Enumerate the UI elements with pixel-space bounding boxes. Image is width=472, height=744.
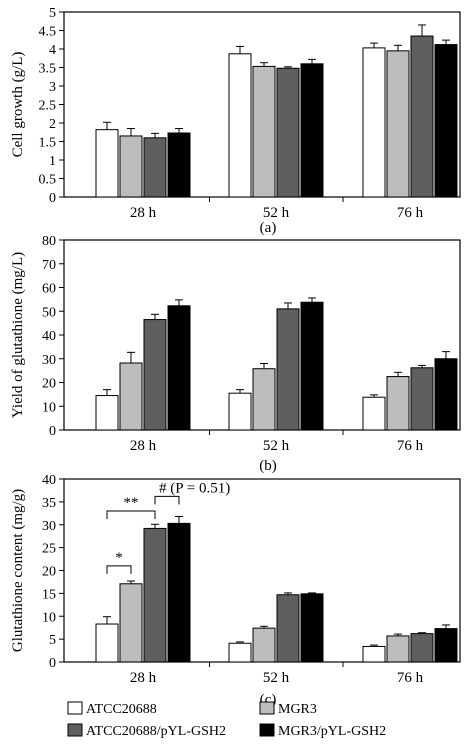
legend-swatch: [67, 723, 83, 737]
y-tick-label: 0: [49, 656, 56, 671]
legend-label: MGR3/pYL-GSH2: [278, 724, 386, 739]
y-tick-label: 5: [49, 633, 56, 648]
y-tick-label: 0.5: [39, 173, 57, 188]
bar: [362, 396, 386, 431]
significance-label: *: [115, 550, 123, 566]
bar: [95, 395, 119, 431]
bar: [167, 132, 191, 198]
y-tick-label: 30: [42, 353, 56, 368]
bar: [386, 635, 410, 663]
legend-swatch: [259, 723, 275, 737]
significance-bracket: [106, 510, 156, 520]
x-category-label: 76 h: [397, 205, 424, 221]
y-tick-label: 20: [42, 565, 56, 580]
y-tick-label: 40: [42, 329, 56, 344]
bar: [252, 368, 276, 431]
bar: [167, 305, 191, 431]
x-category-label: 76 h: [397, 438, 424, 454]
legend-swatch: [67, 701, 83, 715]
x-category-label: 76 h: [397, 670, 424, 686]
significance-label: # (P = 0.51): [159, 480, 230, 496]
y-tick-label: 1.5: [39, 136, 57, 151]
bar: [119, 583, 143, 663]
bar: [276, 67, 300, 198]
significance-bracket: [106, 565, 132, 574]
y-tick-label: 4: [49, 43, 56, 58]
x-category-label: 52 h: [263, 438, 290, 454]
bar: [434, 358, 458, 431]
bar: [95, 129, 119, 198]
y-tick-label: 4.5: [39, 25, 57, 40]
y-tick-label: 0: [49, 424, 56, 439]
bar: [119, 362, 143, 431]
legend-label: ATCC20688: [86, 702, 157, 717]
bar: [300, 593, 324, 663]
chart-panel: 0 5 10 15 20 25 30 35 40 Glutathione content (mg/…: [10, 473, 461, 708]
y-tick-label: 10: [42, 400, 56, 415]
bar: [410, 367, 434, 431]
legend: ATCC20688 MGR3 ATCC20688/pYL-GSH2 MGR3/pYL-…: [67, 701, 386, 739]
x-category-label: 28 h: [130, 670, 157, 686]
bar: [143, 319, 167, 431]
bar: [434, 44, 458, 198]
x-category-label: 52 h: [263, 670, 290, 686]
x-category-label: 52 h: [263, 205, 290, 221]
y-axis-label: Glutathione content (mg/g): [10, 489, 26, 652]
y-tick-label: 25: [42, 542, 56, 557]
bar: [119, 135, 143, 198]
bar: [95, 623, 119, 663]
bar: [228, 392, 252, 431]
significance-bracket: [154, 495, 180, 505]
chart-panel: 0 0.5 1 1.5 2 2.5 3 3.5 4 4.5 5 Cell growth (g/L) 28…: [10, 6, 461, 236]
bar: [300, 63, 324, 198]
bar: [276, 594, 300, 663]
bar: [228, 53, 252, 198]
y-tick-label: 30: [42, 519, 56, 534]
y-tick-label: 20: [42, 377, 56, 392]
y-axis-label: Yield of glutathione (mg/L): [10, 252, 26, 418]
bar: [143, 137, 167, 198]
bar: [410, 633, 434, 663]
y-tick-label: 35: [42, 496, 56, 511]
legend-swatch: [259, 701, 275, 715]
chart-panel: 0 10 20 30 40 50 60 70 80 Yield of glutathione (m…: [10, 234, 461, 474]
y-tick-label: 10: [42, 610, 56, 625]
panel-label: (b): [259, 458, 277, 474]
y-tick-label: 2: [49, 117, 56, 132]
panel-label: (a): [260, 220, 277, 236]
bar: [386, 376, 410, 431]
bar: [252, 65, 276, 198]
y-tick-label: 15: [42, 587, 56, 602]
y-tick-label: 3: [49, 80, 56, 95]
y-tick-label: 80: [42, 234, 56, 249]
legend-label: ATCC20688/pYL-GSH2: [86, 724, 226, 739]
y-tick-label: 50: [42, 305, 56, 320]
legend-label: MGR3: [278, 702, 317, 717]
bar: [410, 35, 434, 198]
y-tick-label: 5: [49, 6, 56, 21]
x-category-label: 28 h: [130, 205, 157, 221]
bar: [362, 645, 386, 663]
y-axis-label: Cell growth (g/L): [10, 52, 26, 158]
y-tick-label: 70: [42, 258, 56, 273]
y-tick-label: 40: [42, 473, 56, 488]
bar: [362, 47, 386, 198]
y-tick-label: 1: [49, 154, 56, 169]
bar: [228, 642, 252, 663]
bar: [386, 50, 410, 198]
bar: [276, 308, 300, 431]
significance-label: **: [124, 495, 139, 511]
bar: [167, 522, 191, 663]
x-category-label: 28 h: [130, 438, 157, 454]
y-tick-label: 2.5: [39, 99, 57, 114]
y-tick-label: 0: [49, 191, 56, 206]
bar: [300, 301, 324, 431]
bar: [143, 527, 167, 663]
y-tick-label: 3.5: [39, 62, 57, 77]
bar: [434, 628, 458, 663]
bar: [252, 627, 276, 663]
y-tick-label: 60: [42, 282, 56, 297]
